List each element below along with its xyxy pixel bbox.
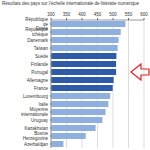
svg-text:Républiquetchèque: Républiquetchèque bbox=[25, 27, 48, 37]
svg-text:Taïwan: Taïwan bbox=[34, 46, 49, 51]
svg-text:550: 550 bbox=[125, 12, 133, 17]
svg-text:Azerbaïdjan: Azerbaïdjan bbox=[24, 142, 49, 147]
svg-text:300: 300 bbox=[47, 12, 55, 17]
svg-text:Portugal: Portugal bbox=[31, 70, 48, 75]
svg-text:Italie: Italie bbox=[38, 102, 48, 107]
svg-text:Danemark: Danemark bbox=[27, 38, 49, 43]
svg-text:France: France bbox=[34, 86, 49, 91]
svg-text:Uruguay: Uruguay bbox=[31, 118, 49, 123]
svg-text:BosnieHerzégovine: BosnieHerzégovine bbox=[23, 131, 49, 141]
svg-text:500: 500 bbox=[109, 12, 117, 17]
svg-text:450: 450 bbox=[94, 12, 102, 17]
svg-text:600: 600 bbox=[140, 12, 142, 17]
svg-text:Moyenneinternationale: Moyenneinternationale bbox=[21, 107, 49, 117]
svg-text:Finlande: Finlande bbox=[31, 62, 49, 67]
svg-text:Kazakhstan: Kazakhstan bbox=[24, 126, 48, 131]
svg-text:Luxembourg: Luxembourg bbox=[23, 94, 49, 99]
svg-text:350: 350 bbox=[63, 12, 71, 17]
svg-text:Allemagne: Allemagne bbox=[27, 78, 49, 83]
svg-text:400: 400 bbox=[78, 12, 86, 17]
svg-text:Suède: Suède bbox=[35, 54, 49, 59]
